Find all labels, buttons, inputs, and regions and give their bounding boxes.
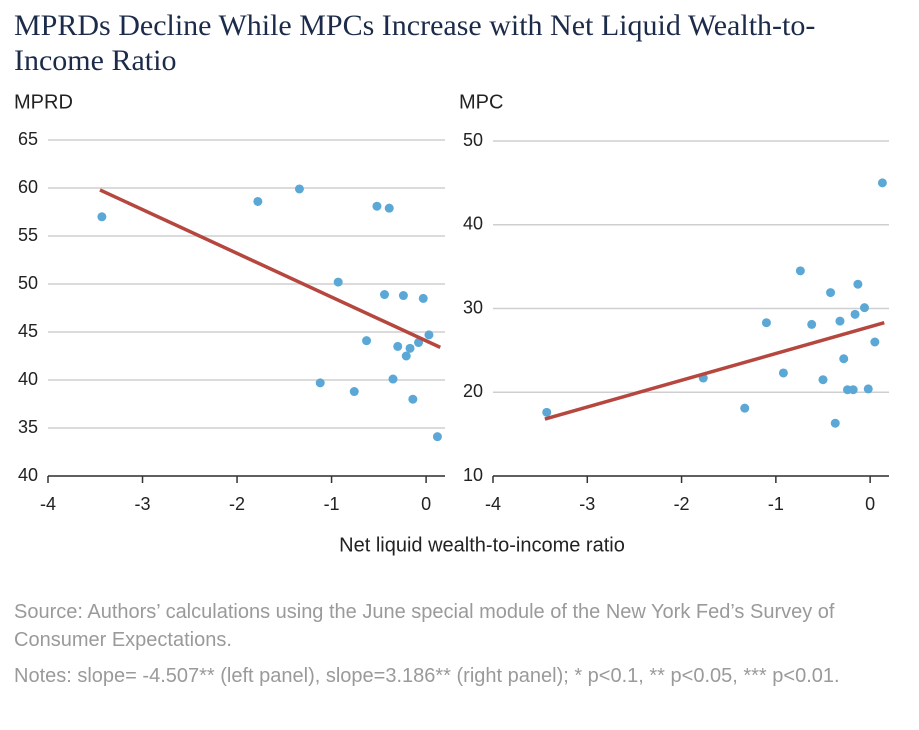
notes: Notes: slope= -4.507** (left panel), slo… (14, 665, 840, 687)
x-tick-label: 0 (865, 494, 875, 514)
point (384, 203, 394, 213)
x-tick-label: -1 (324, 494, 340, 514)
point (393, 341, 403, 351)
point (315, 378, 325, 388)
point (424, 330, 434, 340)
point (388, 374, 398, 384)
chart-title: MPRDs Decline While MPCs Increase with N… (14, 9, 816, 77)
y-tick-label: 40 (463, 214, 483, 234)
point (408, 394, 418, 404)
x-tick-label: -1 (768, 494, 784, 514)
x-tick-label: 0 (421, 494, 431, 514)
point (761, 318, 771, 328)
point (253, 196, 263, 206)
point (372, 201, 382, 211)
y-tick-label: 40 (18, 369, 38, 389)
point (807, 319, 817, 329)
trend-line (99, 188, 442, 349)
point (778, 368, 788, 378)
point (97, 212, 107, 222)
y-tick-label: 45 (18, 321, 38, 341)
x-tick-label: -3 (135, 494, 151, 514)
x-tick-label: -4 (485, 494, 501, 514)
chart: Net liquid wealth-to-income ratio MPRD 40… (14, 91, 889, 556)
point (839, 354, 849, 364)
point (740, 403, 750, 413)
point (362, 336, 372, 346)
y-tick-label: 65 (18, 129, 38, 149)
point (432, 432, 442, 442)
y-tick-label: 55 (18, 225, 38, 245)
point (850, 309, 860, 319)
point (826, 288, 836, 298)
point (542, 407, 552, 417)
y-tick-label: 35 (18, 417, 38, 437)
point (853, 279, 863, 289)
y-tick-label: 60 (18, 177, 38, 197)
point (859, 303, 869, 313)
point (848, 385, 858, 395)
y-tick-label: 40 (18, 465, 38, 485)
point (349, 387, 359, 397)
point (877, 178, 887, 188)
source: Source: Authors’ calculations using the … (14, 601, 835, 651)
point (870, 337, 880, 347)
point (380, 290, 390, 300)
point (405, 343, 415, 353)
y-tick-label: 50 (463, 130, 483, 150)
y-tick-label: 10 (463, 465, 483, 485)
y-tick-label: 30 (463, 297, 483, 317)
point (414, 338, 424, 348)
point (333, 277, 343, 287)
point (818, 375, 828, 385)
point (294, 184, 304, 194)
x-tick-label: -3 (579, 494, 595, 514)
y-tick-label: 20 (463, 381, 483, 401)
y-axis-label: MPC (459, 91, 503, 113)
trend-line (544, 321, 885, 421)
y-tick-label: 50 (18, 273, 38, 293)
x-axis-label: Net liquid wealth-to-income ratio (339, 534, 625, 556)
point (401, 351, 411, 361)
point (835, 316, 845, 326)
point (795, 266, 805, 276)
point (863, 384, 873, 394)
point (830, 418, 840, 428)
x-tick-label: -4 (40, 494, 56, 514)
x-tick-label: -2 (674, 494, 690, 514)
x-tick-label: -2 (229, 494, 245, 514)
point (418, 293, 428, 303)
y-axis-label: MPRD (14, 91, 73, 113)
point (398, 291, 408, 301)
